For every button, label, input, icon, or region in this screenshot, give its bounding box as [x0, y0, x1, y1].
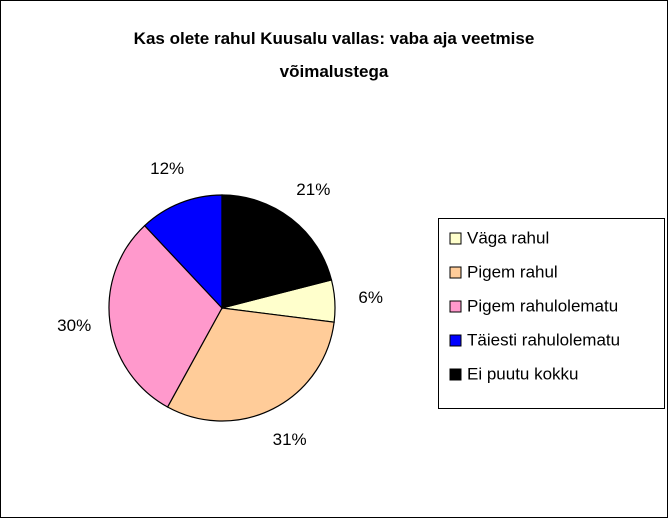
legend-swatch [449, 232, 462, 245]
data-label: 21% [296, 180, 330, 199]
legend-swatch [449, 266, 462, 279]
data-label: 31% [273, 430, 307, 449]
legend-label: Väga rahul [467, 228, 549, 247]
chart-title: Kas olete rahul Kuusalu vallas: vaba aja… [133, 29, 535, 81]
legend-label: Pigem rahulolematu [467, 296, 618, 315]
legend-box [438, 218, 665, 409]
pie-slice [166, 307, 335, 422]
legend-swatch [449, 368, 462, 381]
data-label: 30% [57, 316, 91, 335]
data-label: 12% [150, 159, 184, 178]
pie-slice [221, 194, 333, 309]
pie-slice [143, 194, 223, 310]
legend-label: Täiesti rahulolematu [467, 330, 620, 349]
legend-swatch [449, 300, 462, 313]
legend-label: Pigem rahul [467, 262, 558, 281]
legend-label: Ei puutu kokku [467, 364, 579, 383]
legend-swatch [449, 334, 462, 347]
pie-slice [108, 224, 223, 408]
data-label: 6% [358, 288, 383, 307]
